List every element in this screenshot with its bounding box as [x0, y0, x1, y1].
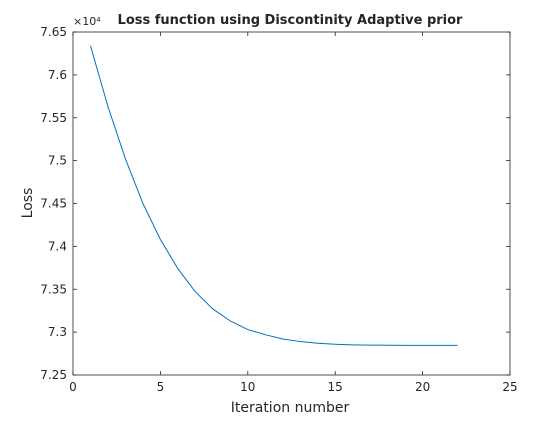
- x-tick-label: 5: [157, 380, 165, 394]
- y-axis-exponent: ×10⁴: [73, 15, 101, 28]
- y-tick-label: 7.25: [40, 368, 67, 382]
- x-tick-label: 20: [415, 380, 430, 394]
- y-axis-ticks: 7.25 7.3 7.35 7.4 7.45 7.5 7.55 7.6 7.65: [40, 25, 510, 382]
- x-tick-label: 10: [240, 380, 255, 394]
- chart-title: Loss function using Discontinity Adaptiv…: [118, 13, 464, 28]
- x-tick-label: 15: [328, 380, 343, 394]
- y-tick-label: 7.4: [48, 239, 67, 253]
- y-tick-label: 7.5: [48, 154, 67, 168]
- y-tick-label: 7.3: [48, 325, 67, 339]
- x-tick-label: 0: [69, 380, 77, 394]
- y-tick-label: 7.35: [40, 282, 67, 296]
- y-tick-label: 7.45: [40, 197, 67, 211]
- y-tick-label: 7.55: [40, 111, 67, 125]
- x-axis-ticks: 0 5 10 15 20 25: [69, 32, 518, 394]
- y-axis-label: Loss: [20, 188, 36, 219]
- x-tick-label: 25: [502, 380, 517, 394]
- x-axis-label: Iteration number: [231, 400, 350, 416]
- plot-area: [73, 32, 510, 375]
- y-tick-label: 7.65: [40, 25, 67, 39]
- series-layer: [89, 45, 458, 346]
- series-line: [89, 45, 458, 346]
- y-tick-label: 7.6: [48, 68, 67, 82]
